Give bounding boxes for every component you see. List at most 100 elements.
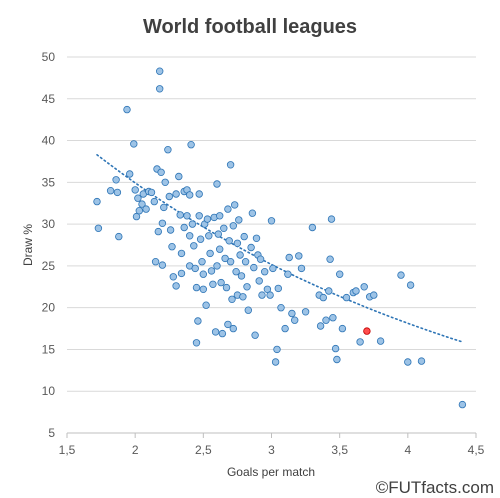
data-point: [134, 194, 142, 202]
data-point: [224, 320, 232, 329]
data-point: [331, 344, 340, 353]
data-point: [188, 220, 197, 228]
data-point: [135, 206, 143, 215]
data-point: [271, 358, 280, 366]
data-point: [239, 293, 247, 301]
data-point: [132, 212, 141, 221]
x-axis-title: Goals per match: [227, 465, 315, 479]
trendline: [96, 154, 464, 343]
data-point: [175, 172, 183, 181]
data-point: [218, 329, 227, 338]
data-point: [164, 145, 172, 154]
data-point: [269, 264, 277, 273]
data-point: [213, 180, 221, 188]
data-point: [158, 261, 167, 269]
data-point: [226, 258, 235, 266]
data-point: [131, 186, 139, 194]
data-point: [267, 217, 276, 225]
data-point: [285, 253, 293, 262]
data-point: [160, 203, 168, 212]
data-point: [130, 140, 138, 148]
y-tick-label: 35: [42, 175, 56, 189]
data-point: [161, 178, 169, 186]
data-point: [147, 188, 156, 197]
x-tick-label: 2: [132, 443, 139, 457]
data-point: [229, 222, 237, 230]
data-point: [301, 308, 310, 316]
data-point: [308, 223, 317, 232]
data-point: [221, 254, 229, 263]
data-point: [166, 226, 175, 234]
data-point: [113, 188, 122, 197]
y-tick-label: 50: [42, 50, 56, 64]
data-point: [185, 232, 194, 240]
data-point: [199, 285, 207, 293]
x-tick-label: 1,5: [59, 443, 76, 457]
data-point: [281, 324, 289, 333]
data-point: [376, 337, 385, 345]
data-point: [168, 242, 176, 251]
data-point: [319, 293, 327, 302]
data-point: [225, 237, 233, 245]
trendline-layer: [96, 154, 464, 343]
data-point: [158, 219, 167, 227]
data-points: [93, 67, 467, 409]
data-point: [180, 223, 188, 232]
gridlines: [67, 56, 476, 434]
data-point: [274, 284, 282, 293]
data-point: [199, 270, 207, 278]
data-point: [185, 191, 194, 199]
data-point: [187, 140, 195, 149]
data-point: [255, 277, 263, 285]
data-point: [203, 215, 212, 223]
data-point: [325, 287, 333, 295]
data-point: [338, 324, 347, 333]
y-axis-ticks: 5 10 15 20 25 30 35 40 45 50: [42, 50, 56, 440]
data-point: [250, 263, 258, 272]
data-point: [123, 105, 131, 114]
data-point: [236, 251, 244, 259]
data-point: [261, 268, 269, 276]
data-point: [240, 232, 248, 241]
data-point: [196, 235, 205, 243]
data-point: [243, 283, 251, 291]
data-point: [237, 272, 246, 280]
data-point: [155, 67, 164, 75]
data-point: [198, 258, 206, 266]
data-point: [273, 345, 281, 354]
data-point: [230, 201, 239, 209]
data-point: [297, 264, 306, 273]
data-point: [235, 216, 243, 224]
data-point: [94, 224, 103, 232]
x-axis-ticks: 1,5 2 2,5 3 3,5 4 4,5: [59, 433, 485, 457]
data-point: [213, 262, 221, 270]
data-point: [106, 186, 115, 195]
data-point: [406, 281, 415, 289]
data-point: [206, 249, 214, 258]
data-point: [370, 291, 378, 299]
data-point: [125, 170, 134, 178]
y-tick-label: 5: [48, 426, 55, 440]
data-point: [336, 270, 344, 278]
data-point: [327, 215, 336, 223]
x-tick-label: 4: [404, 443, 411, 457]
x-tick-label: 3: [268, 443, 275, 457]
data-point: [342, 293, 351, 302]
data-point: [229, 324, 237, 333]
data-point: [248, 209, 257, 217]
data-point: [151, 258, 160, 266]
data-point: [251, 331, 259, 339]
data-point: [247, 243, 255, 252]
data-point: [326, 255, 334, 263]
data-point: [165, 192, 173, 201]
data-point: [112, 176, 120, 184]
data-point: [207, 267, 216, 275]
data-point: [115, 232, 123, 241]
data-point: [417, 357, 426, 365]
data-point: [192, 339, 201, 347]
y-tick-label: 10: [42, 384, 56, 398]
data-point: [177, 249, 186, 258]
data-point: [404, 358, 412, 366]
data-point: [284, 270, 292, 278]
